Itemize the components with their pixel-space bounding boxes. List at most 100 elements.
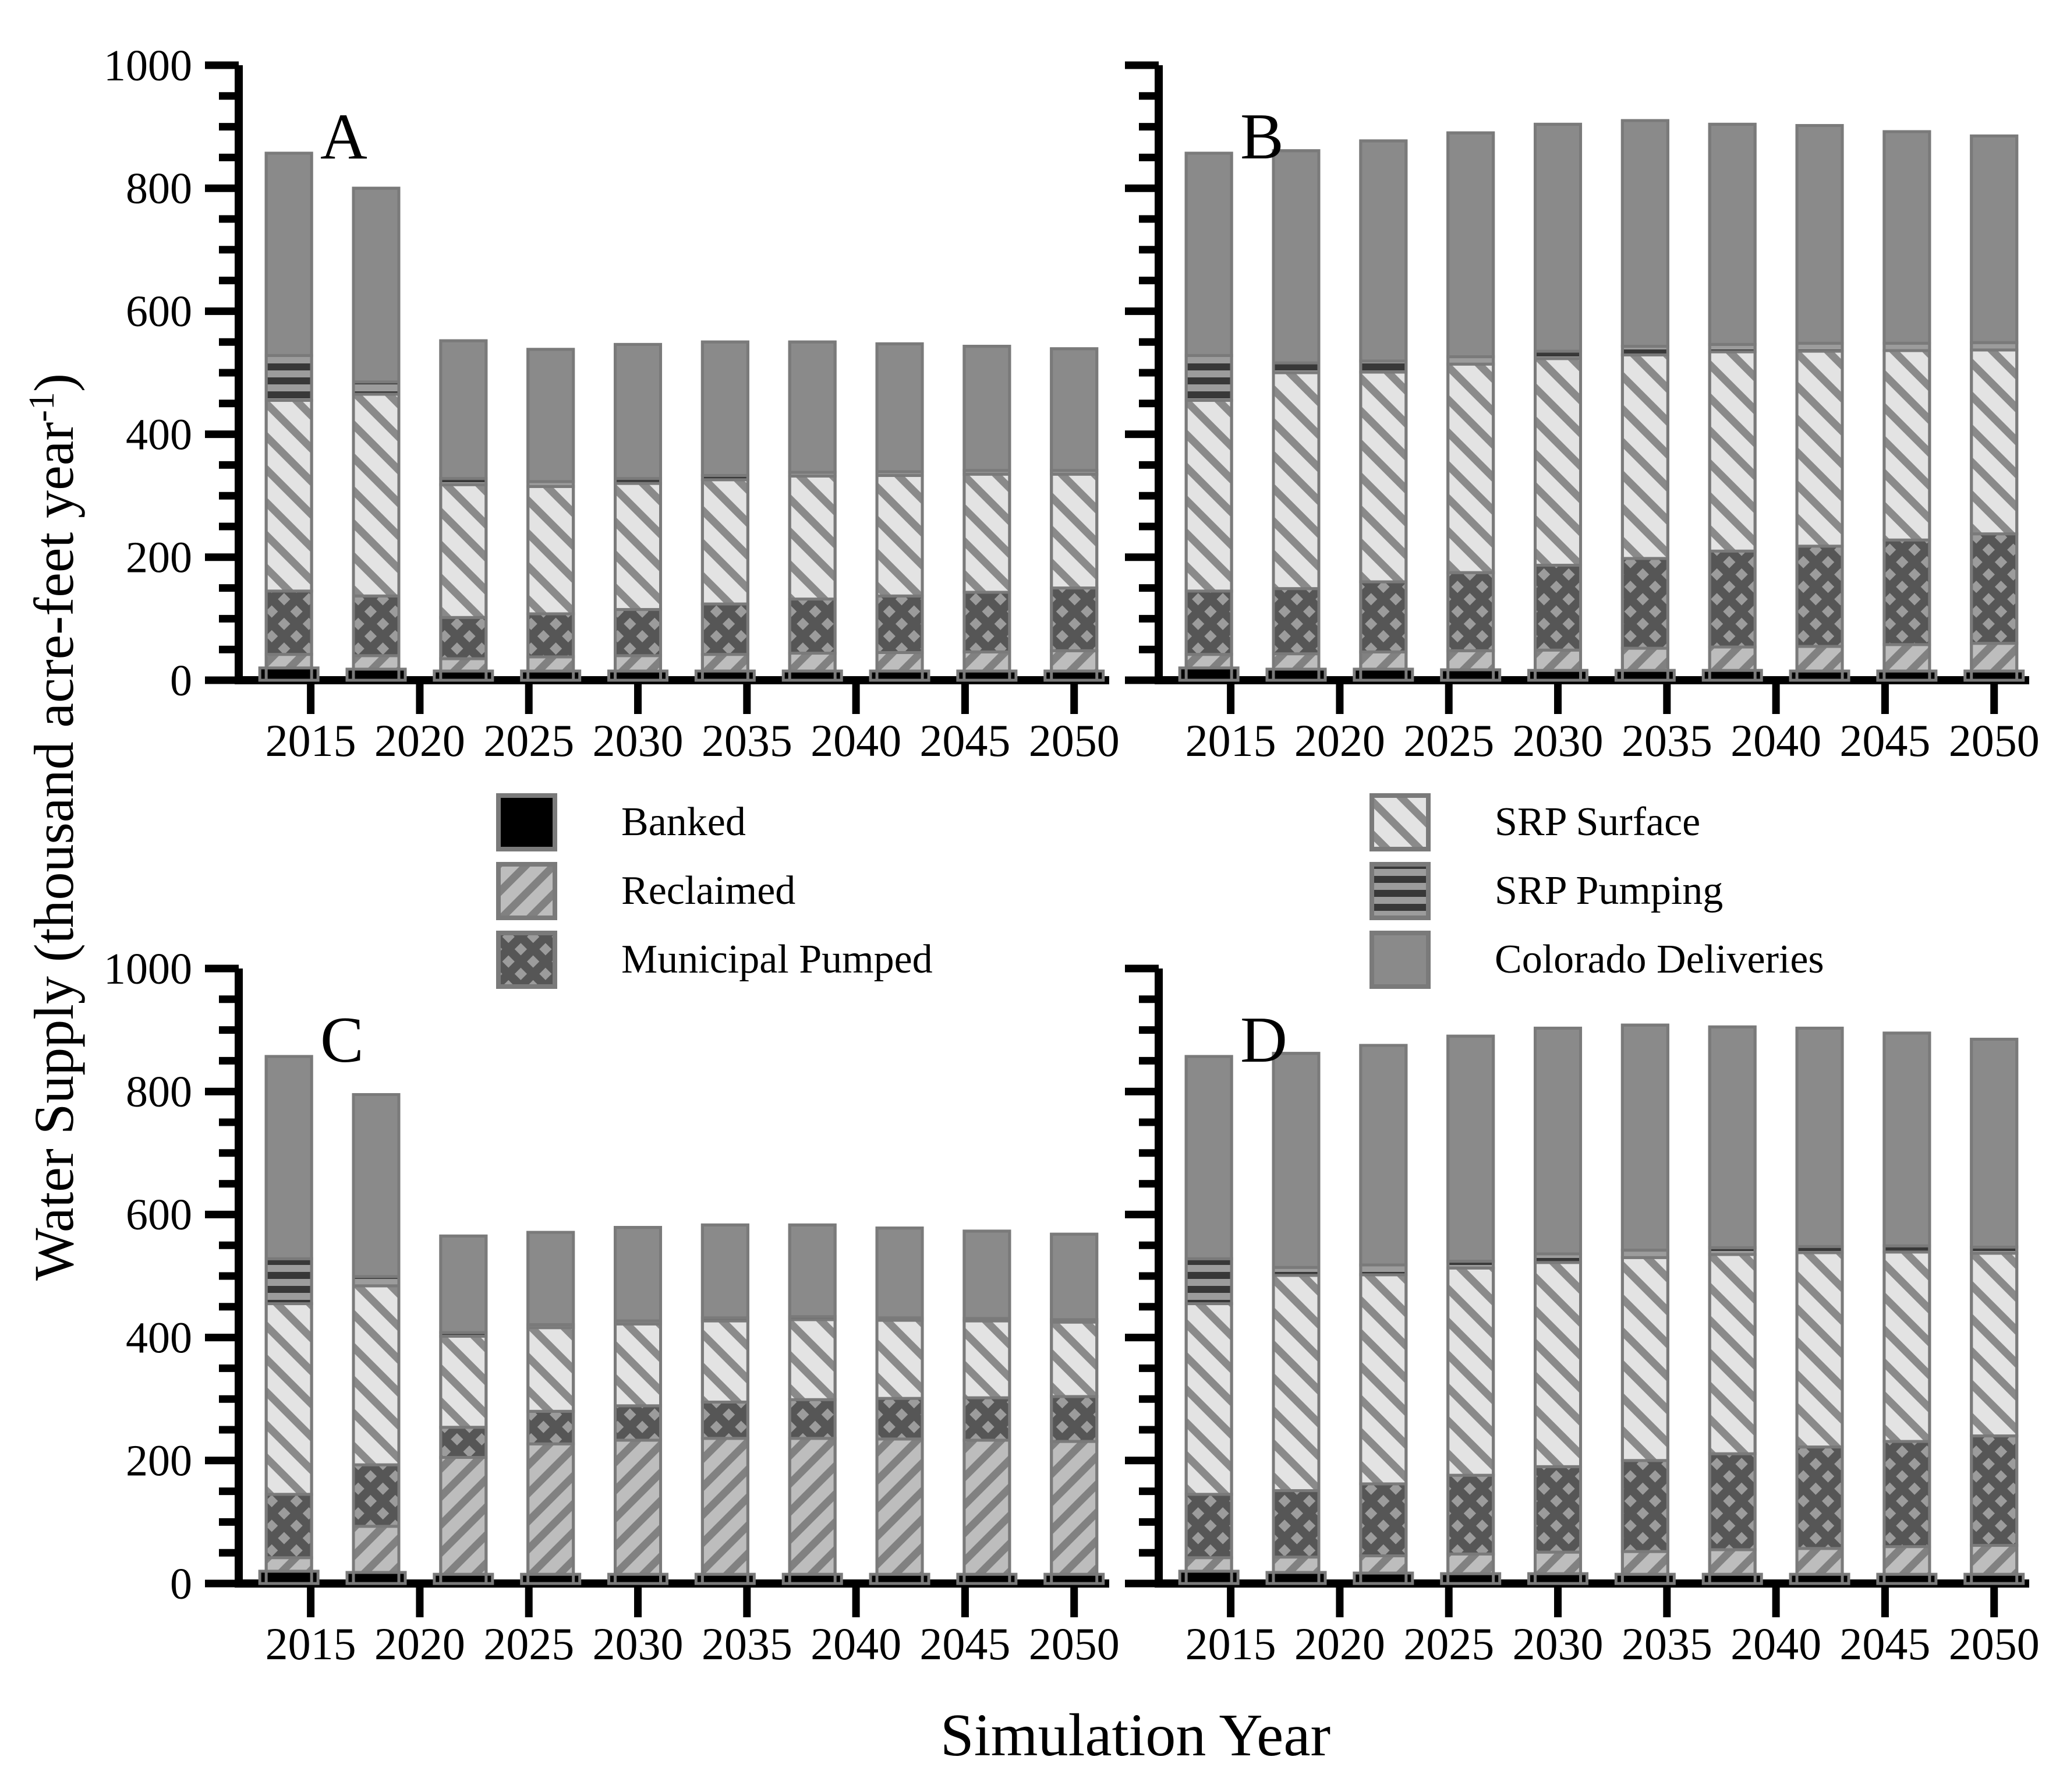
bar-segment-srp_surface-2030 <box>1534 357 1583 567</box>
bar-segment-colorado-2042 <box>875 342 924 473</box>
bar-segment-srp_pumping-2018 <box>1272 361 1321 374</box>
bar-segment-colorado-2050 <box>1970 1037 2019 1249</box>
y-tick-label: 200 <box>126 533 192 582</box>
bar-segment-reclaimed-2042 <box>1795 645 1844 673</box>
bar-segment-srp_surface-2018 <box>352 393 401 598</box>
x-tick-label: 2040 <box>811 1618 901 1669</box>
bar-segment-banked-2022 <box>1353 1571 1414 1585</box>
bar-outline-2042 <box>1795 1026 1844 1585</box>
bar-segment-municipal_pumped-2030 <box>1534 1465 1583 1554</box>
bar-segment-municipal_pumped-2026 <box>526 612 575 659</box>
bar-segment-municipal_pumped-2022 <box>1359 580 1408 653</box>
y-tick-label: 800 <box>126 164 192 213</box>
bar-segment-reclaimed-2022 <box>1359 650 1408 671</box>
bar-outline-2050 <box>1970 1037 2019 1585</box>
x-tick-label: 2030 <box>1513 1618 1604 1669</box>
bar-segment-municipal_pumped-2022 <box>439 616 488 660</box>
bar-segment-colorado-2022 <box>1359 1044 1408 1267</box>
bar-outline-2014 <box>264 1055 313 1585</box>
bar-segment-colorado-2018 <box>352 186 401 384</box>
bar-segment-colorado-2018 <box>1272 1052 1321 1269</box>
bar-segment-reclaimed-2046 <box>962 650 1011 673</box>
bar-segment-municipal_pumped-2014 <box>264 589 313 656</box>
panel-letter-D: D <box>1240 1004 1287 1076</box>
bar-segment-colorado-2026 <box>526 1231 575 1326</box>
legend-label: Colorado Deliveries <box>1495 937 1824 982</box>
x-tick-label: 2040 <box>1730 715 1821 766</box>
bar-outline-2042 <box>875 342 924 682</box>
panel-letter-B: B <box>1240 101 1284 173</box>
bar-segment-banked-2018 <box>345 1571 407 1585</box>
bar-segment-srp_pumping-2022 <box>1359 359 1408 374</box>
bar-segment-colorado-2014 <box>264 151 313 357</box>
bar-segment-srp_surface-2042 <box>1795 349 1844 548</box>
srp-surface-swatch-icon <box>1369 793 1431 851</box>
bar-segment-reclaimed-2014 <box>1184 653 1233 670</box>
bar-segment-srp_surface-2022 <box>1359 1273 1408 1486</box>
bar-segment-srp_surface-2030 <box>614 482 663 612</box>
bar-segment-srp_surface-2046 <box>1882 1250 1931 1443</box>
bar-segment-banked-2026 <box>1440 668 1502 682</box>
bar-segment-banked-2026 <box>1440 1572 1502 1585</box>
bar-segment-srp_surface-2014 <box>264 1302 313 1496</box>
bar-outline-2030 <box>1534 1026 1583 1585</box>
bar-segment-reclaimed-2030 <box>614 654 663 673</box>
bar-outline-2018 <box>1272 149 1321 682</box>
x-tick-label: 2050 <box>1949 1618 2040 1669</box>
bar-segment-srp_surface-2026 <box>1446 1266 1495 1477</box>
x-tick-label: 2045 <box>919 1618 1010 1669</box>
bar-segment-municipal_pumped-2026 <box>526 1409 575 1445</box>
bar-segment-colorado-2022 <box>439 1234 488 1334</box>
bar-segment-reclaimed-2022 <box>439 1456 488 1576</box>
bar-segment-banked-2014 <box>258 1570 320 1585</box>
bar-segment-municipal_pumped-2038 <box>1708 1452 1757 1551</box>
bar-segment-reclaimed-2050 <box>1050 1440 1099 1576</box>
bar-outline-2046 <box>1882 1031 1931 1585</box>
colorado-deliveries-swatch-icon <box>1369 931 1431 989</box>
bar-segment-srp_surface-2026 <box>1446 362 1495 574</box>
bar-segment-srp_surface-2050 <box>1050 472 1099 590</box>
bar-outline-2014 <box>1184 1055 1233 1585</box>
bar-segment-srp_surface-2018 <box>1272 1274 1321 1493</box>
bar-segment-municipal_pumped-2014 <box>1184 589 1233 656</box>
y-axis-title-close: ) <box>23 373 85 393</box>
bar-segment-reclaimed-2038 <box>1708 1548 1757 1576</box>
y-tick-label: 0 <box>170 1560 192 1609</box>
bar-outline-2034 <box>700 1223 749 1585</box>
bar-segment-reclaimed-2022 <box>439 657 488 673</box>
bar-segment-colorado-2030 <box>614 342 663 480</box>
panel-letter-A: A <box>320 101 367 173</box>
bar-segment-srp_pumping-2014 <box>1184 354 1233 402</box>
banked-swatch-icon <box>496 793 557 851</box>
bar-outline-2018 <box>352 186 401 682</box>
bar-segment-municipal_pumped-2030 <box>614 1404 663 1442</box>
bar-segment-colorado-2026 <box>1446 131 1495 359</box>
bar-outline-2018 <box>352 1093 401 1585</box>
bar-segment-municipal_pumped-2022 <box>439 1426 488 1459</box>
x-tick-label: 2050 <box>1029 715 1120 766</box>
bar-outline-2026 <box>1446 131 1495 682</box>
bar-segment-banked-2014 <box>258 666 320 682</box>
legend-label: Banked <box>621 800 746 844</box>
bar-segment-reclaimed-2030 <box>614 1438 663 1576</box>
bar-segment-colorado-2030 <box>1534 122 1583 353</box>
x-tick-label: 2030 <box>1513 715 1604 766</box>
bar-outline-2050 <box>1050 347 1099 682</box>
bar-segment-srp_surface-2038 <box>788 474 837 601</box>
bar-segment-srp_surface-2026 <box>526 1326 575 1413</box>
legend-label: SRP Surface <box>1495 800 1701 844</box>
bar-segment-reclaimed-2050 <box>1970 1544 2019 1576</box>
x-tick-label: 2050 <box>1029 1618 1120 1669</box>
bar-segment-srp_surface-2022 <box>439 1334 488 1429</box>
x-tick-label: 2035 <box>702 715 792 766</box>
bar-segment-reclaimed-2050 <box>1050 649 1099 673</box>
x-tick-label: 2015 <box>1185 715 1276 766</box>
y-tick-label: 200 <box>126 1437 192 1486</box>
y-tick-label: 1000 <box>104 41 192 90</box>
bar-segment-municipal_pumped-2034 <box>1620 557 1669 650</box>
x-tick-label: 2030 <box>593 715 684 766</box>
bar-segment-reclaimed-2018 <box>1272 652 1321 671</box>
bar-outline-2026 <box>1446 1034 1495 1585</box>
bar-segment-municipal_pumped-2042 <box>1795 545 1844 648</box>
